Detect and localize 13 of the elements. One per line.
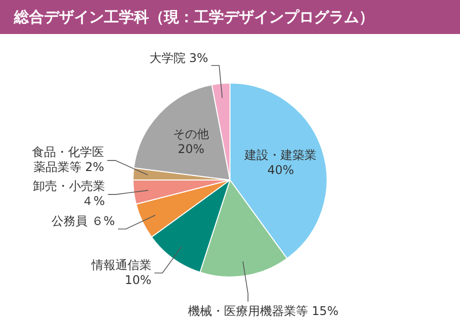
data-label: 10% [124, 273, 152, 288]
slice-label: 機械・医療用機器業等 15% [188, 304, 338, 319]
data-label: ４% [82, 194, 105, 208]
slice-label: 公務員 ６% [50, 214, 115, 229]
slice-label: 建設・建築業 [244, 148, 317, 162]
chart-title: 総合デザイン工学科（現：工学デザインプログラム） [0, 0, 460, 34]
data-label: 20% [178, 142, 204, 156]
slice-label: 食品・化学医薬品業等 2% [31, 145, 104, 176]
data-label: 40% [267, 162, 294, 176]
slice-label: 大学院 3% [148, 50, 208, 66]
slice-label: 卸売・小売業 [32, 179, 105, 194]
slice-label: その他 [173, 127, 210, 142]
slice-label: 情報通信業 [91, 258, 152, 272]
